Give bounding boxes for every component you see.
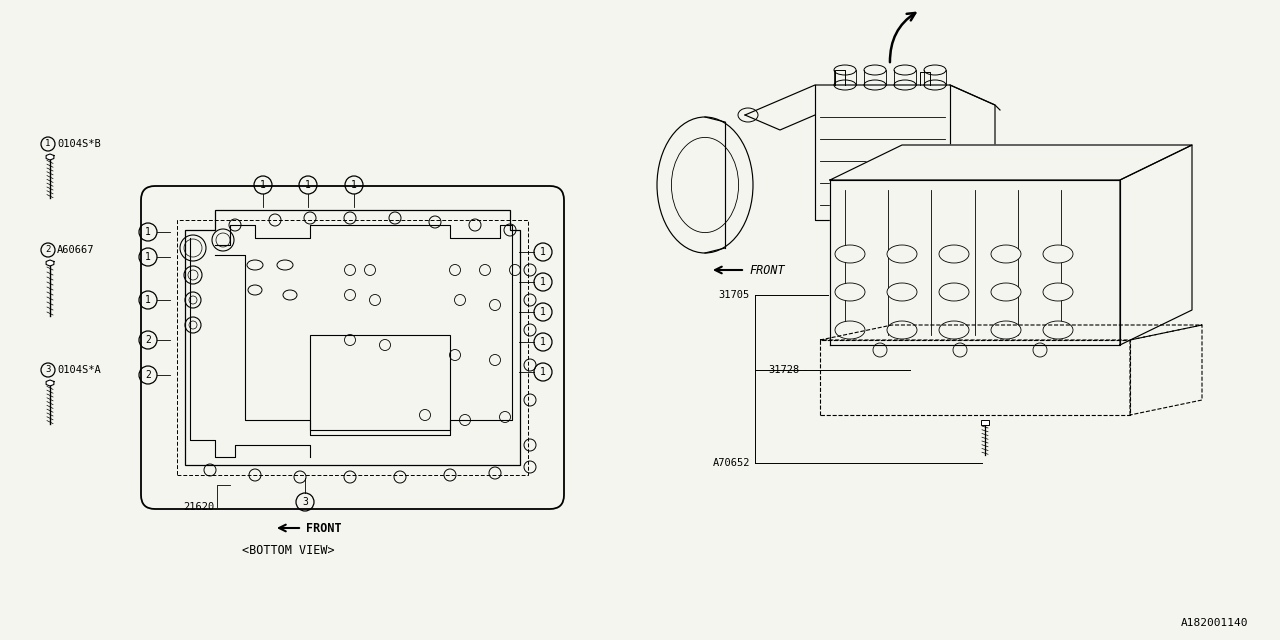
Text: A60667: A60667 — [58, 245, 95, 255]
Ellipse shape — [1043, 283, 1073, 301]
Ellipse shape — [1043, 321, 1073, 339]
Ellipse shape — [887, 245, 916, 263]
Polygon shape — [829, 145, 1192, 180]
Bar — [980, 420, 989, 425]
Text: 3: 3 — [302, 497, 308, 507]
Ellipse shape — [940, 321, 969, 339]
Text: 21620: 21620 — [183, 502, 214, 512]
Ellipse shape — [940, 283, 969, 301]
Text: 1: 1 — [540, 307, 547, 317]
Ellipse shape — [864, 65, 886, 75]
Text: FRONT: FRONT — [306, 522, 342, 534]
Text: 1: 1 — [540, 337, 547, 347]
Ellipse shape — [835, 283, 865, 301]
Ellipse shape — [1043, 245, 1073, 263]
Text: 1: 1 — [540, 277, 547, 287]
Ellipse shape — [835, 65, 856, 75]
Text: 1: 1 — [145, 295, 151, 305]
Text: FRONT: FRONT — [749, 264, 785, 276]
Ellipse shape — [924, 80, 946, 90]
Ellipse shape — [991, 283, 1021, 301]
Ellipse shape — [924, 65, 946, 75]
Ellipse shape — [940, 245, 969, 263]
Text: 31705: 31705 — [719, 290, 750, 300]
Text: 1: 1 — [145, 227, 151, 237]
Polygon shape — [1130, 325, 1202, 415]
Text: 0104S*B: 0104S*B — [58, 139, 101, 149]
Ellipse shape — [864, 80, 886, 90]
Text: 1: 1 — [45, 140, 51, 148]
Text: 2: 2 — [145, 335, 151, 345]
Ellipse shape — [893, 80, 916, 90]
Text: 3: 3 — [45, 365, 51, 374]
Bar — [310, 335, 451, 430]
Text: 1: 1 — [540, 367, 547, 377]
Ellipse shape — [835, 245, 865, 263]
Text: 1: 1 — [540, 247, 547, 257]
Polygon shape — [820, 325, 1202, 340]
Ellipse shape — [887, 321, 916, 339]
Text: A182001140: A182001140 — [1180, 618, 1248, 628]
Text: 0104S*A: 0104S*A — [58, 365, 101, 375]
Polygon shape — [829, 180, 1120, 345]
Text: <BOTTOM VIEW>: <BOTTOM VIEW> — [242, 543, 334, 557]
Text: 2: 2 — [145, 370, 151, 380]
Text: 1: 1 — [305, 180, 311, 190]
Polygon shape — [46, 380, 54, 386]
Text: A70652: A70652 — [713, 458, 750, 468]
Ellipse shape — [887, 283, 916, 301]
Polygon shape — [820, 340, 1130, 415]
Text: 1: 1 — [145, 252, 151, 262]
Polygon shape — [1120, 145, 1192, 345]
Text: 1: 1 — [351, 180, 357, 190]
Polygon shape — [46, 260, 54, 266]
Text: 2: 2 — [45, 246, 51, 255]
Ellipse shape — [991, 245, 1021, 263]
Text: 1: 1 — [260, 180, 266, 190]
Ellipse shape — [835, 80, 856, 90]
Polygon shape — [46, 154, 54, 160]
Ellipse shape — [893, 65, 916, 75]
Ellipse shape — [991, 321, 1021, 339]
Text: 31728: 31728 — [769, 365, 800, 375]
Bar — [177, 220, 529, 475]
Ellipse shape — [835, 321, 865, 339]
